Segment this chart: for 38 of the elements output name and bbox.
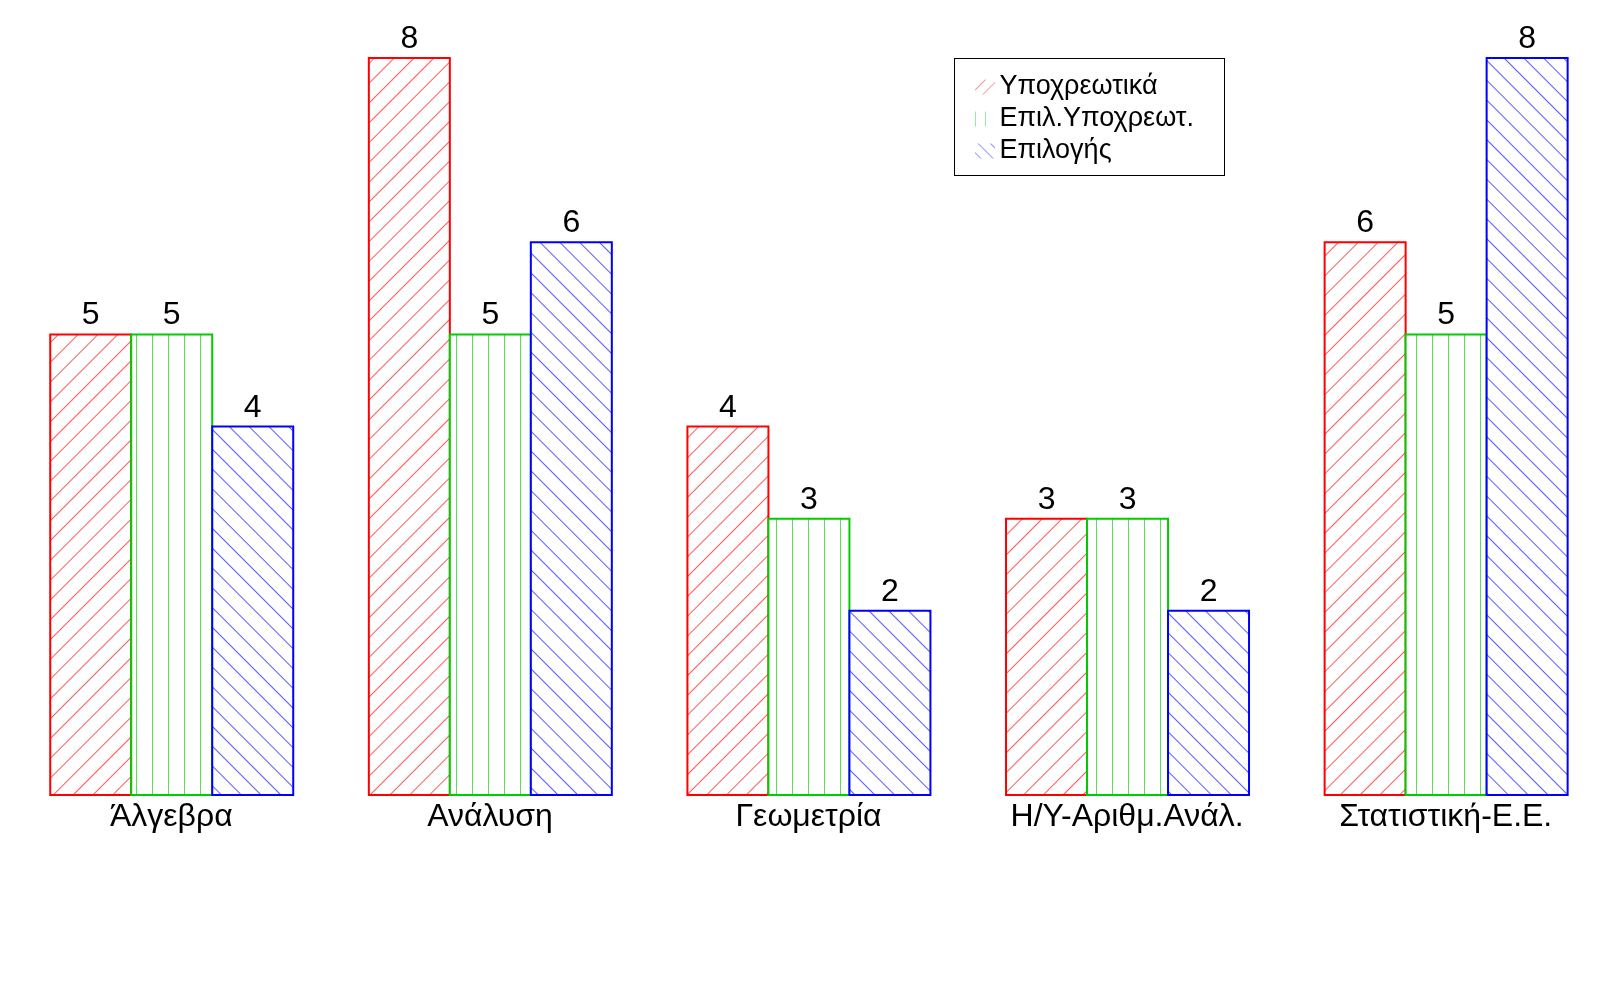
data-label: 8 [1518,19,1537,55]
bar [367,57,451,796]
legend-label: Επιλογής [999,134,1112,164]
data-label: 5 [162,295,181,332]
bar [448,333,532,796]
bar [1167,609,1251,796]
bar [529,241,613,796]
data-label: 3 [1037,479,1056,516]
bar [686,425,770,796]
data-label: 5 [1437,295,1456,332]
data-label: 5 [81,295,100,332]
x-tick-label: Άλγεβρα [109,796,233,833]
data-label: 2 [1199,571,1218,608]
data-label: 4 [719,387,737,424]
bar [130,333,214,796]
x-tick-label: Στατιστική-Ε.Ε. [1339,796,1553,833]
bar [1005,517,1089,796]
data-label: 3 [1118,479,1137,516]
data-label: 4 [243,387,262,424]
x-tick-label: Ανάλυση [427,796,553,833]
bar [767,517,851,796]
bar [1323,241,1407,796]
bar [1485,57,1569,796]
bar [1086,517,1170,796]
data-label: 6 [1356,203,1375,240]
data-label: 6 [562,203,581,240]
bar [1404,333,1488,796]
data-label: 5 [481,295,500,332]
bar [211,425,295,796]
legend-label: Υποχρεωτικά [999,70,1158,100]
legend-label: Επιλ.Υποχρεωτ. [999,102,1194,132]
data-label: 2 [881,571,899,608]
data-label: 8 [400,19,419,55]
data-label: 3 [800,479,818,516]
bar [848,609,932,796]
x-tick-label: Η/Υ-Αριθμ.Ανάλ. [1010,796,1244,833]
bar [49,333,133,796]
x-tick-label: Γεωμετρία [735,796,882,833]
